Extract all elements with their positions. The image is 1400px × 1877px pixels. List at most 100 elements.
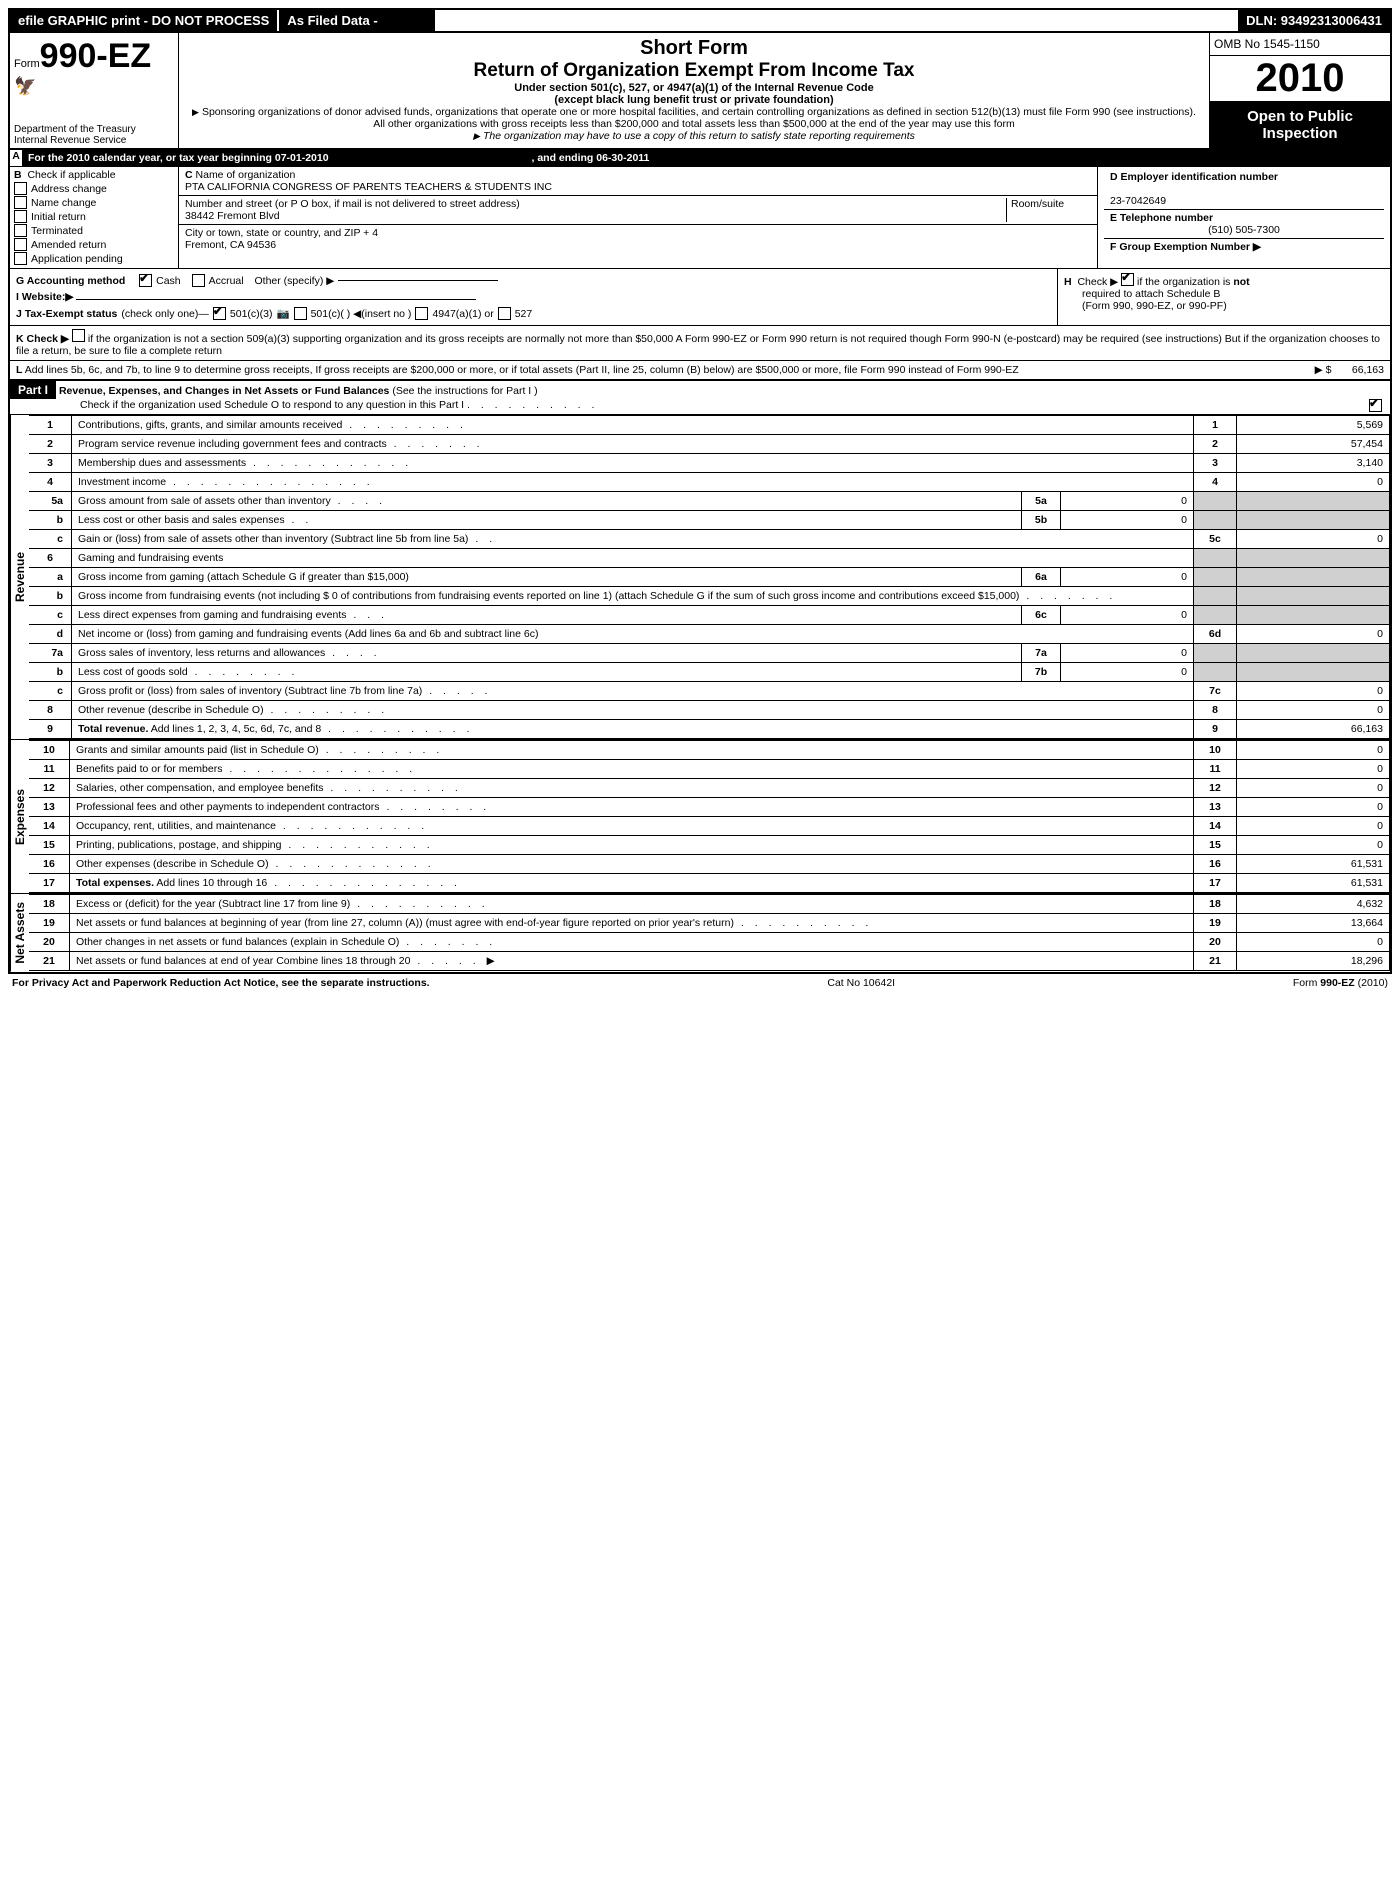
c-letter: C xyxy=(185,169,193,181)
line5a-sub: 0 xyxy=(1061,492,1194,511)
initial-return-checkbox[interactable] xyxy=(14,210,27,223)
line6c-sub: 0 xyxy=(1061,606,1194,625)
k-checkbox[interactable] xyxy=(72,329,85,342)
accrual-checkbox[interactable] xyxy=(192,274,205,287)
c-city-label: City or town, state or country, and ZIP … xyxy=(185,227,378,239)
line13-val: 0 xyxy=(1237,798,1390,817)
b-item-3: Terminated xyxy=(31,225,83,237)
cash-checkbox[interactable] xyxy=(139,274,152,287)
form-prefix: Form xyxy=(14,58,40,70)
line6b-desc: Gross income from fundraising events (no… xyxy=(78,590,1019,602)
main-title: Return of Organization Exempt From Incom… xyxy=(187,60,1201,82)
line18-val: 4,632 xyxy=(1237,895,1390,914)
part1-paren: (See the instructions for Part I ) xyxy=(392,385,537,397)
h-checkbox[interactable] xyxy=(1121,273,1134,286)
org-city: Fremont, CA 94536 xyxy=(185,239,276,251)
header-row: Form990-EZ 🦅 Department of the Treasury … xyxy=(10,33,1390,150)
501c3-checkbox[interactable] xyxy=(213,307,226,320)
g-label: G Accounting method xyxy=(16,275,125,287)
line4-val: 0 xyxy=(1237,473,1390,492)
netassets-table: 18Excess or (deficit) for the year (Subt… xyxy=(29,894,1390,971)
omb-number: OMB No 1545-1150 xyxy=(1210,33,1390,56)
j-501c: 501(c)( ) ◀(insert no ) xyxy=(311,308,412,320)
irs-label: Internal Revenue Service xyxy=(14,135,136,146)
line7c-desc: Gross profit or (loss) from sales of inv… xyxy=(78,685,422,697)
section-def: D Employer identification number 23-7042… xyxy=(1097,167,1390,268)
line7b-sub: 0 xyxy=(1061,663,1194,682)
line15-desc: Printing, publications, postage, and shi… xyxy=(76,839,281,851)
footer: For Privacy Act and Paperwork Reduction … xyxy=(8,974,1392,992)
open-public: Open to Public Inspection xyxy=(1210,102,1390,148)
b-letter: B xyxy=(14,169,22,181)
line7a-sub: 0 xyxy=(1061,644,1194,663)
website-line[interactable] xyxy=(76,299,476,300)
j-527: 527 xyxy=(515,308,533,320)
j-label: J Tax-Exempt status xyxy=(16,308,117,320)
b-item-1: Name change xyxy=(31,197,96,209)
line1-desc: Contributions, gifts, grants, and simila… xyxy=(78,419,342,431)
line6a-desc: Gross income from gaming (attach Schedul… xyxy=(78,571,409,583)
address-change-checkbox[interactable] xyxy=(14,182,27,195)
line12-val: 0 xyxy=(1237,779,1390,798)
line9-val: 66,163 xyxy=(1237,720,1390,739)
section-a-pre: For the 2010 calendar year, or tax year … xyxy=(28,152,275,164)
part1-check-o: Check if the organization used Schedule … xyxy=(80,399,464,411)
footer-left: For Privacy Act and Paperwork Reduction … xyxy=(12,977,430,989)
line1-val: 5,569 xyxy=(1237,416,1390,435)
b-item-5: Application pending xyxy=(31,253,123,265)
b-item-2: Initial return xyxy=(31,211,86,223)
h-not: not xyxy=(1233,276,1249,288)
ein-value: 23-7042649 xyxy=(1110,195,1166,207)
line8-val: 0 xyxy=(1237,701,1390,720)
b-item-0: Address change xyxy=(31,183,107,195)
line11-desc: Benefits paid to or for members xyxy=(76,763,222,775)
line4-desc: Investment income xyxy=(78,476,166,488)
g-accrual: Accrual xyxy=(209,275,244,287)
line15-val: 0 xyxy=(1237,836,1390,855)
line6c-desc: Less direct expenses from gaming and fun… xyxy=(78,609,346,621)
footer-mid: Cat No 10642I xyxy=(827,977,895,989)
line18-desc: Excess or (deficit) for the year (Subtra… xyxy=(76,898,350,910)
line16-desc: Other expenses (describe in Schedule O) xyxy=(76,858,269,870)
line7c-val: 0 xyxy=(1237,682,1390,701)
line14-desc: Occupancy, rent, utilities, and maintena… xyxy=(76,820,276,832)
section-c: C Name of organization PTA CALIFORNIA CO… xyxy=(179,167,1097,268)
line7b-desc: Less cost of goods sold xyxy=(78,666,188,678)
line3-val: 3,140 xyxy=(1237,454,1390,473)
section-bcdef: B Check if applicable Address change Nam… xyxy=(10,167,1390,269)
revenue-vlabel: Revenue xyxy=(10,415,29,739)
line17-val: 61,531 xyxy=(1237,874,1390,893)
schedule-o-checkbox[interactable] xyxy=(1369,399,1382,412)
as-filed-label: As Filed Data - xyxy=(277,10,435,31)
name-change-checkbox[interactable] xyxy=(14,196,27,209)
g-cash: Cash xyxy=(156,275,181,287)
line20-val: 0 xyxy=(1237,933,1390,952)
l-label: L xyxy=(16,364,22,376)
b-check-if: Check if applicable xyxy=(27,169,115,181)
header-left: Form990-EZ 🦅 Department of the Treasury … xyxy=(10,33,179,148)
527-checkbox[interactable] xyxy=(498,307,511,320)
open-public-1: Open to Public xyxy=(1214,108,1386,125)
note2: The organization may have to use a copy … xyxy=(187,130,1201,142)
amended-return-checkbox[interactable] xyxy=(14,238,27,251)
l-text: Add lines 5b, 6c, and 7b, to line 9 to d… xyxy=(25,364,1019,376)
line14-val: 0 xyxy=(1237,817,1390,836)
line8-desc: Other revenue (describe in Schedule O) xyxy=(78,704,264,716)
line2-val: 57,454 xyxy=(1237,435,1390,454)
i-label: I Website:▶ xyxy=(16,291,73,303)
line10-desc: Grants and similar amounts paid (list in… xyxy=(76,744,319,756)
line13-desc: Professional fees and other payments to … xyxy=(76,801,380,813)
line3-desc: Membership dues and assessments xyxy=(78,457,246,469)
501c-checkbox[interactable] xyxy=(294,307,307,320)
line21-val: 18,296 xyxy=(1237,952,1390,971)
terminated-checkbox[interactable] xyxy=(14,224,27,237)
tax-year-end: 06-30-2011 xyxy=(596,152,649,164)
form-container: efile GRAPHIC print - DO NOT PROCESS As … xyxy=(8,8,1392,974)
other-specify-line[interactable] xyxy=(338,280,498,281)
d-label: D Employer identification number xyxy=(1110,171,1278,183)
4947-checkbox[interactable] xyxy=(415,307,428,320)
application-pending-checkbox[interactable] xyxy=(14,252,27,265)
h-text2: if the organization is xyxy=(1137,276,1230,288)
revenue-section: Revenue 1Contributions, gifts, grants, a… xyxy=(10,415,1390,739)
expenses-section: Expenses 10Grants and similar amounts pa… xyxy=(10,739,1390,893)
